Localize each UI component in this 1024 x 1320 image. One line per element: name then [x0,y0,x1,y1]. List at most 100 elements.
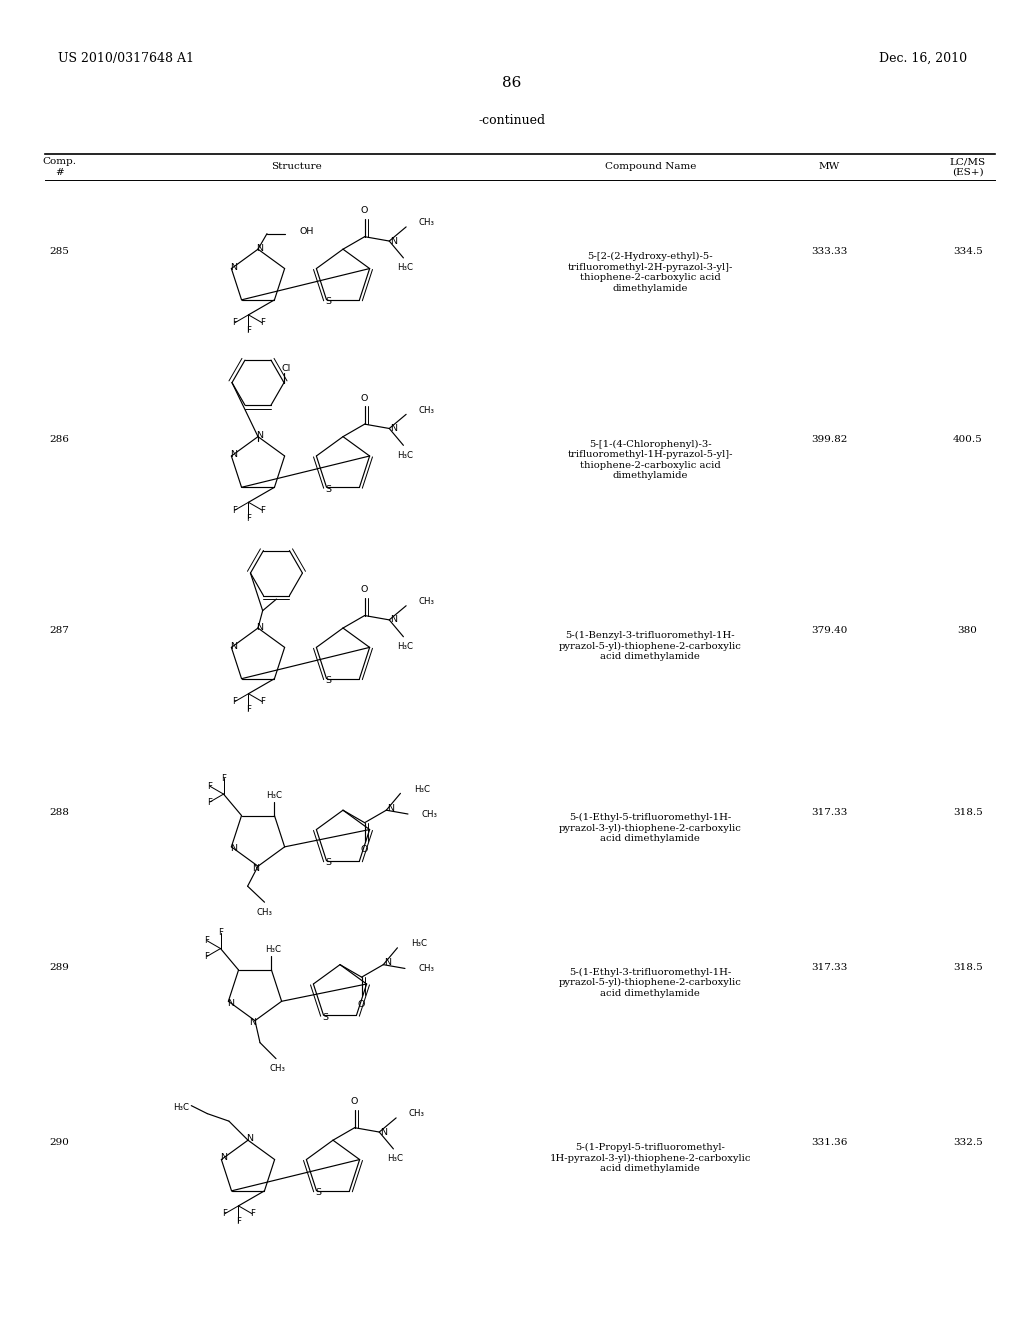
Text: N: N [229,450,237,459]
Text: N: N [380,1127,387,1137]
Text: CH₃: CH₃ [419,964,435,973]
Text: OH: OH [299,227,313,236]
Text: 333.33: 333.33 [811,247,848,256]
Text: F: F [207,781,212,791]
Text: CH₃: CH₃ [422,809,438,818]
Text: H₃C: H₃C [415,785,430,793]
Text: CH₃: CH₃ [418,405,434,414]
Text: H₃C: H₃C [397,643,414,651]
Text: F: F [246,705,251,714]
Text: O: O [358,999,366,1008]
Text: N: N [229,845,237,853]
Text: N: N [220,1154,227,1162]
Text: N: N [256,432,263,440]
Text: 5-(1-Propyl-5-trifluoromethyl-
1H-pyrazol-3-yl)-thiophene-2-carboxylic
acid dime: 5-(1-Propyl-5-trifluoromethyl- 1H-pyrazo… [550,1143,751,1173]
Text: 334.5: 334.5 [952,247,983,256]
Text: 318.5: 318.5 [952,808,983,817]
Text: CH₃: CH₃ [409,1109,424,1118]
Text: H₃C: H₃C [387,1155,403,1163]
Text: N: N [253,863,259,873]
Text: F: F [222,1209,227,1218]
Text: 290: 290 [49,1138,70,1147]
Text: F: F [232,318,238,327]
Text: F: F [246,513,251,523]
Text: 400.5: 400.5 [952,434,983,444]
Text: S: S [326,676,332,685]
Text: F: F [236,1217,241,1226]
Text: F: F [232,506,238,515]
Text: Cl: Cl [282,364,291,374]
Text: N: N [247,1134,254,1143]
Text: S: S [315,1188,322,1197]
Text: 318.5: 318.5 [952,962,983,972]
Text: F: F [246,326,251,335]
Text: 5-[1-(4-Chlorophenyl)-3-
trifluoromethyl-1H-pyrazol-5-yl]-
thiophene-2-carboxyli: 5-[1-(4-Chlorophenyl)-3- trifluoromethyl… [567,440,733,480]
Text: O: O [361,206,369,215]
Text: 5-(1-Benzyl-3-trifluoromethyl-1H-
pyrazol-5-yl)-thiophene-2-carboxylic
acid dime: 5-(1-Benzyl-3-trifluoromethyl-1H- pyrazo… [559,631,741,661]
Text: 286: 286 [49,434,70,444]
Text: 86: 86 [503,77,521,90]
Text: N: N [256,244,263,252]
Text: 379.40: 379.40 [811,626,848,635]
Text: H₃C: H₃C [412,940,427,948]
Text: S: S [326,484,332,494]
Text: 288: 288 [49,808,70,817]
Text: N: N [390,615,396,624]
Text: LC/MS
(ES+): LC/MS (ES+) [949,157,986,177]
Text: CH₃: CH₃ [270,1064,286,1073]
Text: 5-(1-Ethyl-5-trifluoromethyl-1H-
pyrazol-3-yl)-thiophene-2-carboxylic
acid dimet: 5-(1-Ethyl-5-trifluoromethyl-1H- pyrazol… [559,813,741,843]
Text: 332.5: 332.5 [952,1138,983,1147]
Text: Comp.
#: Comp. # [42,157,77,177]
Text: F: F [204,936,209,945]
Text: F: F [260,318,265,327]
Text: US 2010/0317648 A1: US 2010/0317648 A1 [58,51,195,65]
Text: F: F [221,774,226,783]
Text: N: N [390,424,396,433]
Text: -continued: -continued [478,114,546,127]
Text: N: N [227,999,233,1007]
Text: 5-[2-(2-Hydroxy-ethyl)-5-
trifluoromethyl-2H-pyrazol-3-yl]-
thiophene-2-carboxyl: 5-[2-(2-Hydroxy-ethyl)-5- trifluoromethy… [567,252,733,293]
Text: S: S [323,1012,329,1022]
Text: F: F [232,697,238,706]
Text: 317.33: 317.33 [811,962,848,972]
Text: F: F [218,928,223,937]
Text: 289: 289 [49,962,70,972]
Text: N: N [387,804,394,813]
Text: H₃C: H₃C [265,945,282,954]
Text: F: F [260,506,265,515]
Text: S: S [326,297,332,306]
Text: 317.33: 317.33 [811,808,848,817]
Text: O: O [361,393,369,403]
Text: H₃C: H₃C [397,264,414,272]
Text: O: O [361,845,369,854]
Text: 331.36: 331.36 [811,1138,848,1147]
Text: 399.82: 399.82 [811,434,848,444]
Text: 380: 380 [957,626,978,635]
Text: N: N [250,1018,256,1027]
Text: MW: MW [819,162,840,172]
Text: Structure: Structure [271,162,323,172]
Text: N: N [384,958,391,968]
Text: O: O [351,1097,358,1106]
Text: F: F [260,697,265,706]
Text: H₃C: H₃C [266,791,283,800]
Text: Dec. 16, 2010: Dec. 16, 2010 [879,51,967,65]
Text: H₃C: H₃C [173,1104,189,1113]
Text: S: S [326,858,332,867]
Text: CH₃: CH₃ [418,218,434,227]
Text: N: N [229,263,237,272]
Text: F: F [250,1209,255,1218]
Text: N: N [256,623,263,631]
Text: CH₃: CH₃ [257,908,272,916]
Text: N: N [229,642,237,651]
Text: O: O [361,585,369,594]
Text: 287: 287 [49,626,70,635]
Text: H₃C: H₃C [397,451,414,459]
Text: 5-(1-Ethyl-3-trifluoromethyl-1H-
pyrazol-5-yl)-thiophene-2-carboxylic
acid dimet: 5-(1-Ethyl-3-trifluoromethyl-1H- pyrazol… [559,968,741,998]
Text: F: F [207,797,212,807]
Text: F: F [204,952,209,961]
Text: Compound Name: Compound Name [604,162,696,172]
Text: 285: 285 [49,247,70,256]
Text: N: N [390,236,396,246]
Text: CH₃: CH₃ [418,597,434,606]
